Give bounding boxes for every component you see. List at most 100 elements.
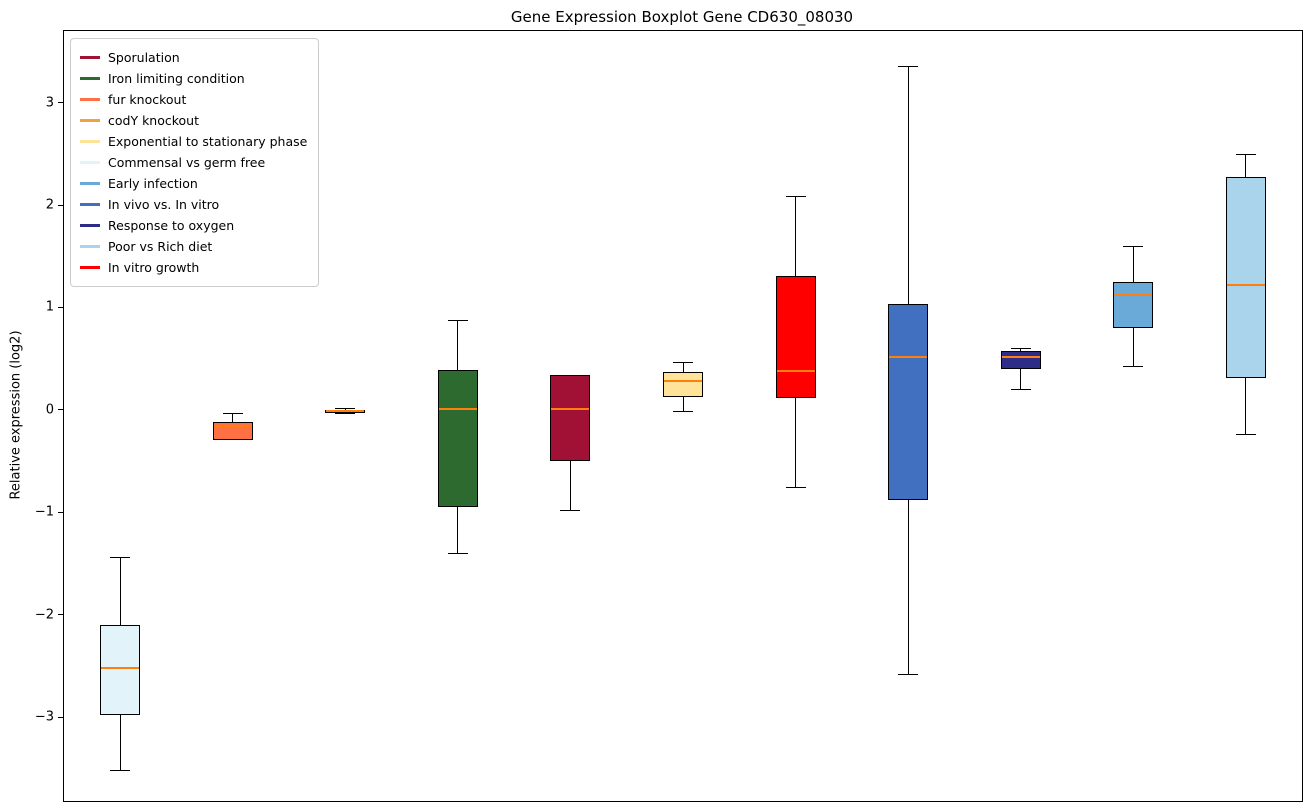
median-line [1114,294,1153,297]
y-tick-label: 3 [45,95,54,111]
legend-item: Poor vs Rich diet [80,236,307,257]
y-tick-label: 0 [45,402,54,418]
legend-label: In vivo vs. In vitro [108,197,220,212]
box-in-vitro-growth [775,275,816,398]
legend-swatch [80,119,100,122]
whisker-cap [785,196,806,198]
median-line [1001,355,1040,358]
whisker-cap [447,320,468,322]
legend-item: In vivo vs. In vitro [80,194,307,215]
legend-swatch [80,182,100,185]
chart-title: Gene Expression Boxplot Gene CD630_08030 [510,8,854,26]
whisker-cap [447,552,468,554]
whisker-cap [560,509,581,511]
whisker-line [1132,246,1134,282]
whisker-cap [1235,433,1256,435]
whisker-cap [1010,347,1031,349]
y-tick [58,511,64,513]
median-line [438,407,477,410]
whisker-line [569,461,571,511]
box-poor-vs-rich-diet [1225,177,1266,379]
legend-label: Commensal vs germ free [108,155,266,170]
box-iron-limiting-condition [437,369,478,508]
median-line [1226,283,1265,286]
whisker-cap [335,408,356,410]
box-commensal-vs-germ-free [100,624,141,715]
legend-item: Response to oxygen [80,215,307,236]
whisker-line [795,397,797,488]
whisker-cap [335,413,356,415]
whisker-cap [1235,154,1256,156]
y-tick-label: −1 [34,504,54,520]
legend-item: Iron limiting condition [80,68,307,89]
y-tick [58,306,64,308]
whisker-line [907,499,909,675]
whisker-line [795,196,797,276]
legend-swatch [80,266,100,269]
whisker-line [1132,327,1134,367]
median-line [889,355,928,358]
box-exponential-to-stationary-phase [663,371,703,397]
y-tick-label: −3 [34,709,54,725]
median-line [326,409,365,412]
median-line [101,666,140,669]
y-tick-label: −2 [34,607,54,623]
legend-label: Sporulation [108,50,180,65]
whisker-cap [1010,388,1031,390]
whisker-cap [110,556,131,558]
legend-label: Early infection [108,176,198,191]
y-tick-label: 2 [45,197,54,213]
legend-label: codY knockout [108,113,200,128]
legend-swatch [80,245,100,248]
legend-swatch [80,203,100,206]
whisker-line [1020,368,1022,390]
whisker-line [1245,154,1247,178]
legend-label: fur knockout [108,92,187,107]
legend-label: In vitro growth [108,260,200,275]
whisker-line [907,66,909,305]
legend-item: codY knockout [80,110,307,131]
whisker-line [1020,348,1022,352]
legend-swatch [80,140,100,143]
legend-label: Exponential to stationary phase [108,134,308,149]
whisker-cap [222,413,243,415]
whisker-cap [673,362,693,364]
legend-item: Exponential to stationary phase [80,131,307,152]
whisker-cap [673,411,693,413]
legend-swatch [80,77,100,80]
median-line [213,425,252,428]
legend-item: fur knockout [80,89,307,110]
legend-swatch [80,98,100,101]
legend-label: Iron limiting condition [108,71,245,86]
box-sporulation [550,375,591,462]
y-axis-label: Relative expression (log2) [8,330,24,500]
median-line [776,369,815,372]
y-tick [58,614,64,616]
median-line [551,407,590,410]
whisker-cap [110,769,131,771]
whisker-line [457,507,459,554]
whisker-line [119,557,121,625]
box-in-vivo-vs-in-vitro [888,304,929,500]
legend-swatch [80,56,100,59]
plot-area: Sporulation Iron limiting condition fur kn… [35,30,1303,802]
whisker-line [119,714,121,771]
y-tick [58,204,64,206]
whisker-cap [898,66,919,68]
median-line [664,380,702,383]
whisker-line [232,413,234,423]
legend-item: Early infection [80,173,307,194]
whisker-line [457,320,459,370]
legend-label: Poor vs Rich diet [108,239,213,254]
legend: Sporulation Iron limiting condition fur kn… [70,38,320,287]
whisker-line [344,408,346,410]
legend-item: In vitro growth [80,257,307,278]
legend-swatch [80,224,100,227]
box-early-infection [1113,281,1154,328]
whisker-line [682,396,684,412]
box-response-to-oxygen [1000,351,1041,369]
whisker-line [344,412,346,414]
y-tick [58,409,64,411]
whisker-cap [785,487,806,489]
